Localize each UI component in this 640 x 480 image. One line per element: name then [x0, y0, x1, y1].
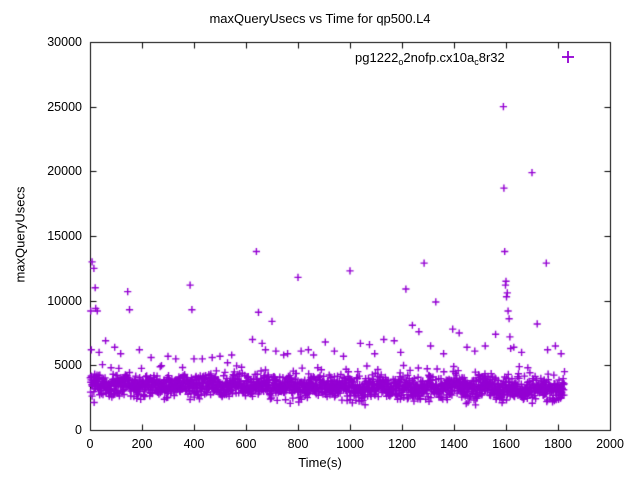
x-tick-label: 800 [287, 437, 309, 451]
legend-plus-icon [562, 51, 574, 63]
y-tick-label: 25000 [47, 99, 82, 114]
x-tick-label: 1400 [440, 437, 468, 451]
x-tick-label: 600 [235, 437, 257, 451]
x-tick-label: 1000 [336, 437, 364, 451]
x-tick-label: 0 [86, 437, 94, 451]
x-tick-label: 400 [183, 437, 205, 451]
y-tick-label: 5000 [54, 358, 82, 373]
y-tick-label: 20000 [47, 164, 82, 179]
x-tick-label: 1600 [492, 437, 520, 451]
x-tick-label: 2000 [596, 437, 624, 451]
y-tick-label: 30000 [47, 35, 82, 49]
chart-title: maxQueryUsecs vs Time for qp500.L4 [209, 11, 431, 26]
x-tick-label: 1200 [388, 437, 416, 451]
x-axis-label: Time(s) [298, 455, 342, 470]
x-tick-label: 1800 [544, 437, 572, 451]
y-tick-label: 15000 [47, 229, 82, 243]
y-tick-label: 0 [75, 423, 82, 437]
x-tick-label: 200 [131, 437, 153, 451]
legend-series-label: pg1222o2nofp.cx10ac8r32 [355, 50, 505, 67]
y-tick-label: 10000 [47, 293, 82, 308]
